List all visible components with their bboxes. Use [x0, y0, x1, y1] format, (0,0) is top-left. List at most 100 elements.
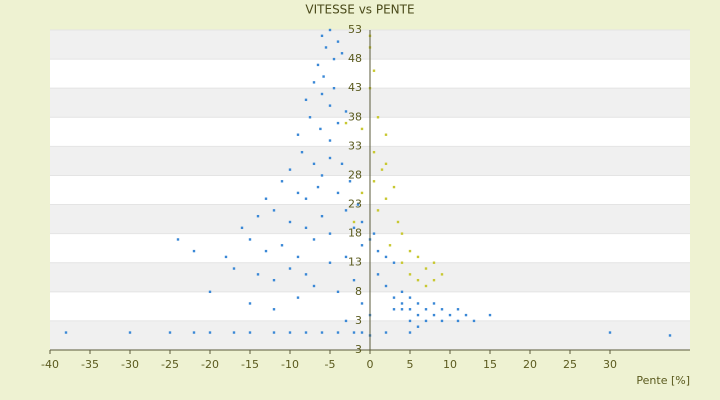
- point: [332, 86, 336, 90]
- point: [396, 220, 400, 224]
- point: [352, 278, 356, 282]
- x-tick-label: -20: [201, 358, 219, 371]
- point: [388, 244, 392, 247]
- point: [336, 121, 340, 125]
- point: [416, 255, 420, 259]
- x-tick-label: -15: [241, 358, 259, 371]
- point: [668, 334, 672, 337]
- point: [272, 331, 276, 334]
- x-tick-label: -30: [121, 358, 139, 371]
- point: [344, 110, 348, 113]
- point: [608, 331, 612, 334]
- y-tick-label: 38: [348, 110, 362, 123]
- point: [328, 261, 332, 264]
- y-tick-label: 3: [355, 343, 362, 356]
- point: [392, 308, 396, 311]
- point: [336, 40, 340, 43]
- point: [488, 313, 492, 317]
- point: [312, 81, 316, 84]
- point: [296, 133, 300, 136]
- point: [304, 98, 308, 102]
- point: [232, 267, 236, 270]
- y-tick-label: 33: [348, 139, 362, 152]
- point: [400, 290, 404, 294]
- point: [356, 203, 360, 206]
- point: [328, 232, 332, 235]
- point: [248, 302, 252, 305]
- point: [352, 331, 356, 334]
- point: [248, 331, 252, 334]
- point: [336, 191, 340, 195]
- x-tick-label: -10: [281, 358, 299, 371]
- point: [288, 168, 292, 171]
- point: [176, 238, 180, 241]
- point: [392, 185, 396, 189]
- point: [344, 319, 348, 323]
- point: [304, 226, 308, 230]
- point: [300, 150, 304, 154]
- x-tick-label: -35: [81, 358, 99, 371]
- point: [360, 127, 364, 131]
- point: [192, 249, 196, 253]
- point: [424, 319, 428, 323]
- point: [400, 261, 404, 264]
- point: [336, 290, 340, 294]
- point: [340, 162, 344, 166]
- chart-title: VITESSE vs PENTE: [305, 3, 414, 17]
- point: [288, 331, 292, 334]
- point: [456, 319, 460, 323]
- point: [400, 232, 404, 235]
- point: [316, 63, 320, 67]
- point: [400, 308, 404, 311]
- point: [348, 180, 352, 183]
- point: [304, 197, 308, 200]
- x-tick-label: 10: [443, 358, 457, 371]
- point: [344, 209, 348, 212]
- point: [192, 331, 196, 334]
- x-tick-label: 15: [483, 358, 497, 371]
- point: [328, 156, 332, 160]
- point: [400, 302, 404, 305]
- x-tick-label: -25: [161, 358, 179, 371]
- point: [408, 273, 412, 276]
- point: [432, 313, 436, 317]
- point: [272, 308, 276, 311]
- x-tick-label: 5: [407, 358, 414, 371]
- point: [424, 267, 428, 270]
- y-tick-label: 23: [348, 198, 362, 211]
- point: [376, 273, 380, 276]
- y-tick-label: 13: [348, 256, 362, 269]
- point: [360, 244, 364, 247]
- point: [384, 197, 388, 200]
- point: [340, 52, 344, 55]
- point: [372, 69, 376, 72]
- point: [336, 331, 340, 334]
- point: [232, 331, 236, 334]
- y-tick-label: 53: [348, 23, 362, 36]
- point: [360, 191, 364, 195]
- point: [408, 249, 412, 253]
- x-tick-label: 30: [603, 358, 617, 371]
- point: [208, 290, 212, 294]
- point: [328, 28, 332, 32]
- point: [392, 261, 396, 264]
- y-tick-label: 8: [355, 285, 362, 298]
- point: [416, 325, 420, 328]
- point: [408, 319, 412, 323]
- point: [384, 162, 388, 166]
- point: [384, 284, 388, 288]
- point: [312, 284, 316, 288]
- point: [256, 273, 260, 276]
- point: [432, 261, 436, 264]
- point: [380, 168, 384, 171]
- point: [322, 75, 325, 78]
- point: [432, 302, 436, 305]
- point: [312, 238, 316, 241]
- point: [264, 197, 268, 200]
- point: [372, 150, 376, 154]
- x-tick-label: 20: [523, 358, 537, 371]
- point: [376, 116, 380, 119]
- x-tick-label: 25: [563, 358, 577, 371]
- point: [240, 226, 244, 230]
